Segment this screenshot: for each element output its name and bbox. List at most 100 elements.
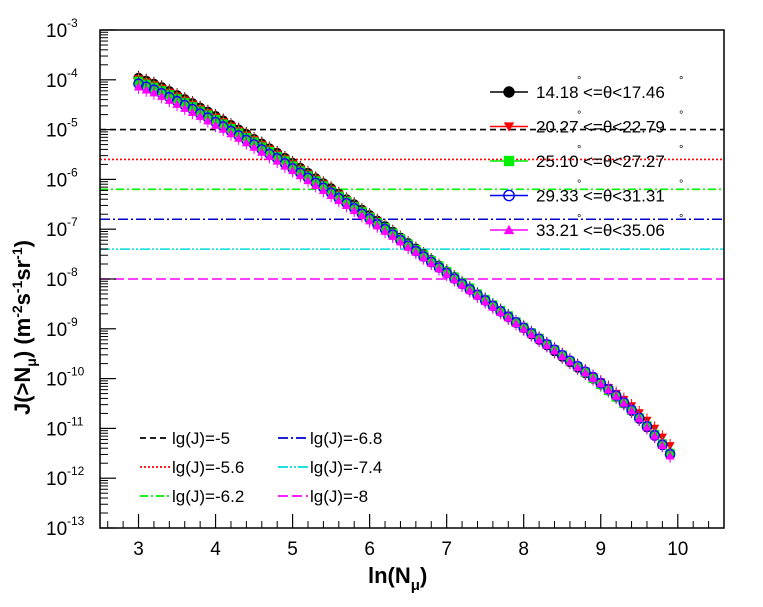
x-axis: 3 4 5 6 7 8 9 10 (107, 514, 710, 560)
legend-marker (503, 155, 515, 167)
legend-marker (503, 189, 515, 202)
data-point (411, 247, 421, 256)
legend-label-main: 33.21 (536, 221, 579, 240)
ref-legend-label: lg(J)=-5 (172, 429, 230, 448)
y-tick-label: 10 (46, 71, 67, 92)
data-point (341, 200, 352, 209)
data-point (488, 302, 498, 311)
reference-lines-legend: lg(J)=-5 lg(J)=-5.6 lg(J)=-6.2 lg(J)=-6.8 lg… (140, 429, 382, 506)
data-point (295, 170, 305, 180)
data-point (326, 190, 336, 200)
data-point (349, 205, 359, 214)
data-point (218, 124, 228, 133)
data-point (472, 291, 483, 300)
y-tick-exponent: -9 (67, 315, 78, 329)
data-point (311, 180, 321, 190)
data-point (519, 324, 529, 333)
data-point (318, 185, 329, 195)
ref-legend-entry-1: lg(J)=-5.6 (140, 458, 244, 477)
data-point (280, 161, 290, 170)
legend-marker (503, 224, 515, 235)
data-point (534, 335, 544, 344)
data-point (665, 451, 675, 460)
ref-legend-entry-0: lg(J)=-5 (140, 429, 230, 448)
y-axis: 10-1310-1210-1110-1010-910-810-710-610-5… (46, 16, 116, 540)
data-point (657, 440, 667, 450)
data-point (195, 111, 205, 120)
legend-degree: ° (679, 213, 683, 225)
y-tick-exponent: -6 (67, 165, 78, 179)
legend-degree: ° (577, 144, 581, 156)
x-tick-label: 10 (667, 539, 688, 560)
data-point (287, 165, 298, 175)
legend-label-main: 20.27 (536, 118, 579, 137)
y-tick-exponent: -3 (67, 16, 78, 30)
data-point (611, 391, 621, 400)
y-tick-label: 10 (46, 419, 67, 440)
y-tick-exponent: -8 (67, 265, 78, 279)
y-tick-label: 10 (46, 519, 67, 540)
y-tick-exponent: -13 (67, 514, 85, 528)
data-point (426, 258, 436, 267)
legend-degree: ° (679, 75, 683, 87)
data-point (418, 252, 429, 262)
data-point (549, 346, 560, 355)
legend-entry-0: 14.18°<=θ<17.46° (490, 75, 683, 102)
x-tick-label: 7 (441, 539, 452, 560)
data-point (334, 195, 344, 204)
data-point (580, 368, 590, 377)
data-point (650, 431, 660, 440)
y-tick-label: 10 (46, 220, 67, 241)
y-tick-exponent: -4 (67, 66, 78, 80)
data-point (157, 91, 167, 100)
data-point (642, 422, 652, 431)
y-tick-exponent: -5 (67, 116, 78, 130)
legend-entry-2: 25.10°<=θ<27.27° (490, 144, 683, 171)
data-point (619, 398, 629, 407)
data-point (434, 263, 444, 273)
data-point (372, 221, 382, 230)
legend-degree: ° (577, 179, 581, 191)
data-point (665, 442, 675, 451)
legend-label-main: 25.10 (536, 152, 579, 171)
data-point (234, 133, 244, 142)
ref-legend-entry-4: lg(J)=-7.4 (278, 458, 382, 477)
data-point (526, 329, 537, 338)
legend-marker (503, 86, 515, 98)
y-tick-label: 10 (46, 370, 67, 391)
x-tick-label: 5 (287, 539, 298, 560)
x-axis-title: ln(Nμ) (368, 563, 427, 594)
legend-degree: ° (679, 144, 683, 156)
legend-degree: ° (577, 213, 581, 225)
data-point (380, 226, 390, 235)
data-point (149, 88, 159, 97)
series-legend: 14.18°<=θ<17.46°20.27°<=θ<22.79°25.10°<=… (490, 75, 683, 240)
data-point (357, 210, 367, 219)
data-point (395, 237, 406, 246)
legend-degree: ° (679, 179, 683, 191)
x-tick-label: 8 (518, 539, 529, 560)
data-point (626, 405, 637, 415)
ref-legend-entry-5: lg(J)=-8 (278, 487, 368, 506)
ref-legend-label: lg(J)=-6.8 (310, 429, 382, 448)
data-point (164, 95, 174, 104)
legend-label-main: 14.18 (536, 83, 579, 102)
ref-legend-label: lg(J)=-6.2 (172, 487, 244, 506)
axis-titles: ln(Nμ) J(>Nμ) (m-2s-1sr-1) (9, 240, 427, 594)
data-point (588, 373, 598, 382)
legend-label-rest: <=θ<31.31 (583, 187, 665, 206)
x-tick-label: 3 (133, 539, 144, 560)
y-tick-exponent: -12 (67, 464, 85, 478)
data-point (187, 107, 198, 116)
data-point (241, 137, 251, 147)
data-point (172, 99, 182, 108)
data-point (449, 274, 459, 284)
ref-legend-label: lg(J)=-7.4 (310, 458, 382, 477)
data-point (210, 120, 221, 129)
data-point (180, 103, 190, 112)
legend-entry-3: 29.33°<=θ<31.31° (490, 179, 683, 206)
data-point (465, 285, 475, 295)
data-point (573, 362, 583, 371)
y-tick-exponent: -7 (67, 215, 78, 229)
